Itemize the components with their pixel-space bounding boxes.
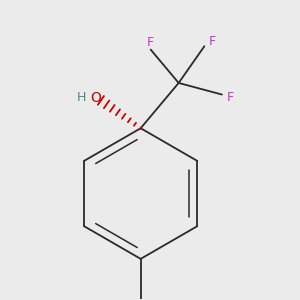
- Text: F: F: [227, 91, 234, 103]
- Text: F: F: [208, 35, 215, 48]
- Text: O: O: [91, 91, 101, 105]
- Text: F: F: [147, 36, 154, 49]
- Text: H: H: [76, 92, 86, 104]
